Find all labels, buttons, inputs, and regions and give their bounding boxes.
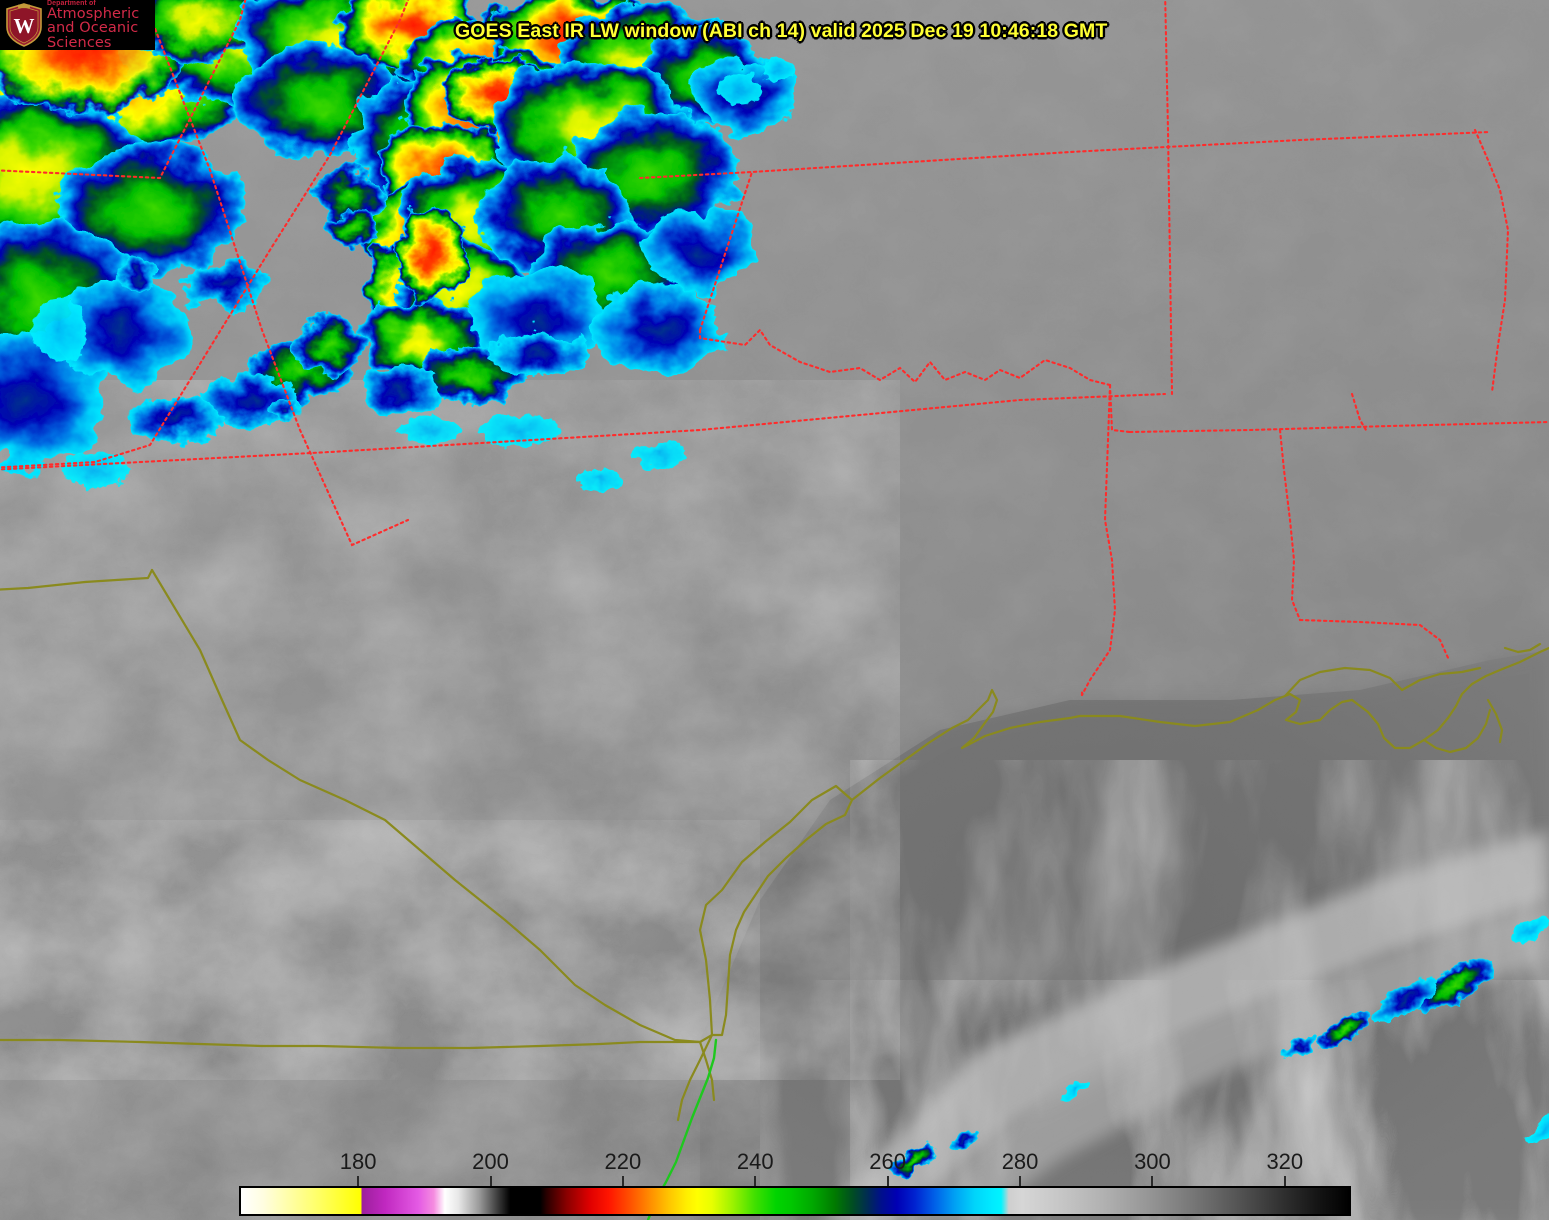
colorbar-tick: [1019, 1176, 1022, 1186]
logo-department-label: Department of: [47, 0, 96, 7]
colorbar-tick-label: 240: [736, 1149, 774, 1174]
colorbar: [239, 1186, 1351, 1216]
colorbar-tick-label: 260: [869, 1149, 907, 1174]
colorbar-tick: [754, 1176, 757, 1186]
colorbar-tick-label: 280: [1001, 1149, 1039, 1174]
logo-line-oceanic: and Oceanic Sciences: [47, 20, 139, 51]
colorbar-tick: [621, 1176, 624, 1186]
colorbar-tick-label: 180: [339, 1149, 377, 1174]
colorbar-tick-label: 300: [1134, 1149, 1171, 1174]
product-title: GOES East IR LW window (ABI ch 14) valid…: [455, 20, 1108, 42]
colorbar-tick: [886, 1176, 889, 1186]
colorbar-tick: [1283, 1176, 1286, 1186]
colorbar-tick-label: 320: [1266, 1149, 1304, 1174]
colorbar-tick: [489, 1176, 492, 1186]
colorbar-tick: [357, 1176, 360, 1186]
logo-line-atmospheric: Atmospheric: [47, 5, 140, 22]
colorbar-tick: [1151, 1176, 1154, 1186]
colorbar-tick-label: 200: [472, 1149, 509, 1174]
svg-text:W: W: [14, 14, 35, 38]
uw-crest-icon: W: [6, 3, 42, 47]
colorbar-tick-label: 220: [604, 1149, 642, 1174]
colorbar-gradient: [239, 1186, 1351, 1216]
uw-aos-logo: W Department of Atmospheric and Oceanic …: [0, 0, 155, 50]
